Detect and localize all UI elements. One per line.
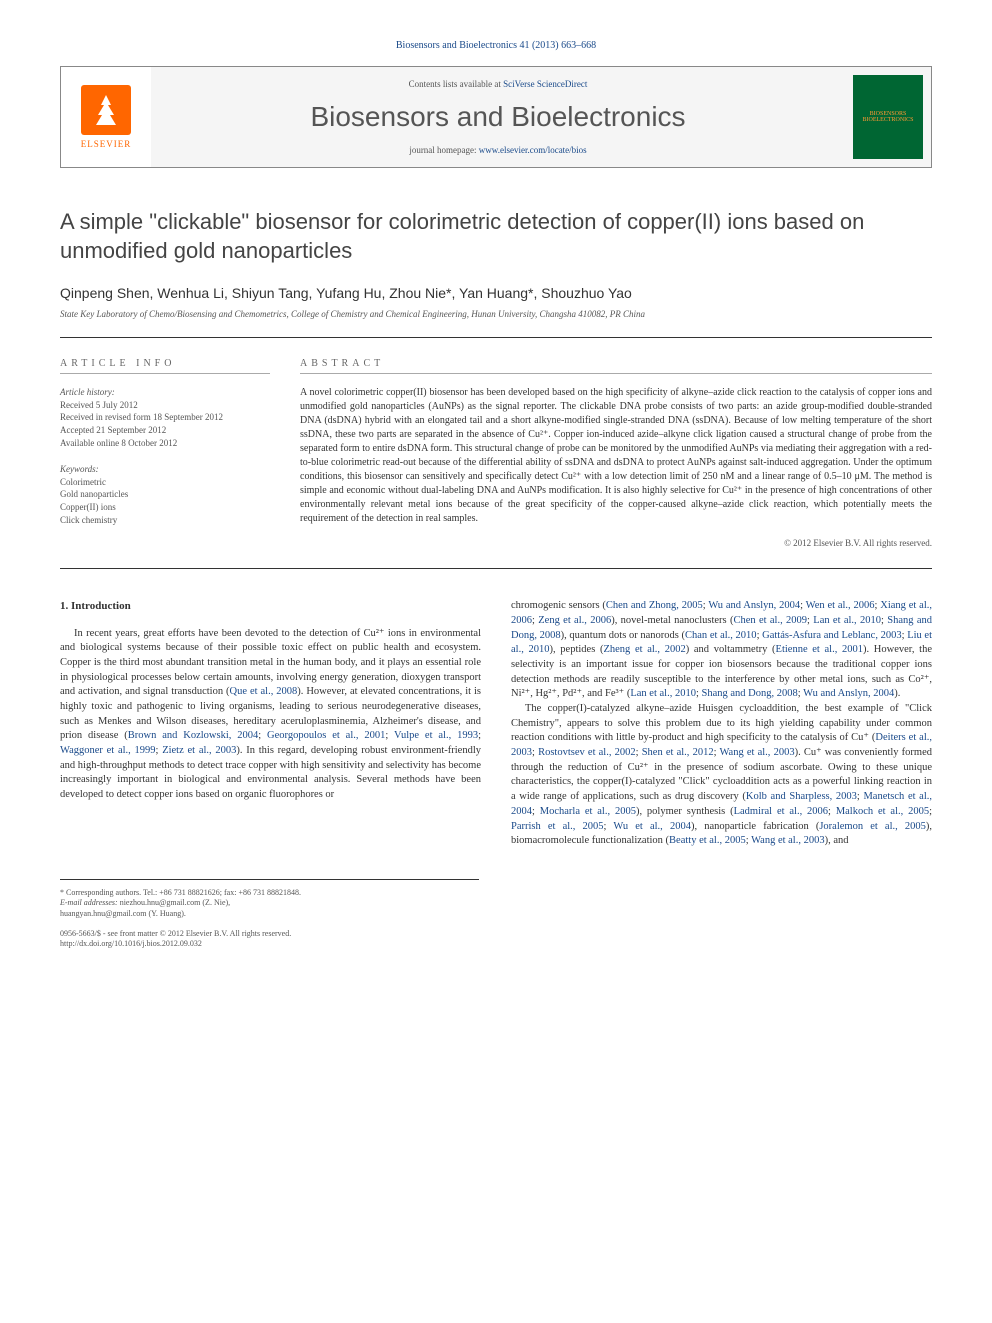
abstract-text: A novel colorimetric copper(II) biosenso… bbox=[300, 386, 932, 526]
body-right-p1: chromogenic sensors (Chen and Zhong, 200… bbox=[511, 599, 932, 702]
article-title: A simple "clickable" biosensor for color… bbox=[60, 208, 932, 265]
keyword-2: Gold nanoparticles bbox=[60, 489, 128, 499]
footnotes: * Corresponding authors. Tel.: +86 731 8… bbox=[60, 879, 479, 950]
body-column-left: 1. Introduction In recent years, great e… bbox=[60, 599, 481, 849]
ref-vulpe-1993[interactable]: Vulpe et al., 1993 bbox=[394, 730, 478, 741]
issn-line: 0956-5663/$ - see front matter © 2012 El… bbox=[60, 929, 479, 939]
ref-rostovtsev-2002[interactable]: Rostovtsev et al., 2002 bbox=[538, 747, 636, 758]
header-center: Contents lists available at SciVerse Sci… bbox=[151, 67, 845, 167]
ref-kolb-2003[interactable]: Kolb and Sharpless, 2003 bbox=[746, 791, 857, 802]
homepage-line: journal homepage: www.elsevier.com/locat… bbox=[163, 145, 833, 155]
ref-beatty-2005[interactable]: Beatty et al., 2005 bbox=[669, 835, 746, 846]
ref-zeng-2006[interactable]: Zeng et al., 2006 bbox=[538, 615, 611, 626]
email-1: niezhou.hnu@gmail.com (Z. Nie), bbox=[120, 898, 230, 907]
citation-text: Biosensors and Bioelectronics 41 (2013) … bbox=[396, 40, 596, 51]
doi-block: 0956-5663/$ - see front matter © 2012 El… bbox=[60, 929, 479, 950]
authors-line: Qinpeng Shen, Wenhua Li, Shiyun Tang, Yu… bbox=[60, 285, 932, 301]
article-info-column: article info Article history: Received 5… bbox=[60, 358, 270, 548]
abstract-column: abstract A novel colorimetric copper(II)… bbox=[300, 358, 932, 548]
contents-line: Contents lists available at SciVerse Sci… bbox=[163, 79, 833, 89]
doi-line: http://dx.doi.org/10.1016/j.bios.2012.09… bbox=[60, 939, 479, 949]
ref-wang-2003[interactable]: Wang et al., 2003 bbox=[719, 747, 794, 758]
article-history: Article history: Received 5 July 2012 Re… bbox=[60, 386, 270, 449]
ref-zheng-2002[interactable]: Zheng et al., 2002 bbox=[603, 644, 685, 655]
elsevier-tree-icon bbox=[81, 85, 131, 135]
info-abstract-row: article info Article history: Received 5… bbox=[60, 358, 932, 569]
article-info-label: article info bbox=[60, 358, 270, 374]
ref-brown-2004[interactable]: Brown and Kozlowski, 2004 bbox=[128, 730, 259, 741]
ref-parrish-2005[interactable]: Parrish et al., 2005 bbox=[511, 821, 604, 832]
ref-shang-dong-2008b[interactable]: Shang and Dong, 2008 bbox=[702, 688, 798, 699]
ref-wu-anslyn-2004b[interactable]: Wu and Anslyn, 2004 bbox=[803, 688, 894, 699]
sciencedirect-link[interactable]: SciVerse ScienceDirect bbox=[503, 79, 587, 89]
keyword-3: Copper(II) ions bbox=[60, 502, 116, 512]
journal-citation-line: Biosensors and Bioelectronics 41 (2013) … bbox=[60, 40, 932, 51]
ref-etienne-2001[interactable]: Etienne et al., 2001 bbox=[776, 644, 863, 655]
ref-wu-anslyn-2004[interactable]: Wu and Anslyn, 2004 bbox=[708, 600, 800, 611]
ref-gattas-2003[interactable]: Gattás-Asfura and Leblanc, 2003 bbox=[762, 630, 901, 641]
cover-label: BIOSENSORS BIOELECTRONICS bbox=[857, 111, 919, 123]
ref-wu-2004[interactable]: Wu et al., 2004 bbox=[613, 821, 691, 832]
elsevier-logo: ELSEVIER bbox=[61, 67, 151, 167]
history-label: Article history: bbox=[60, 387, 115, 397]
journal-header-box: ELSEVIER Contents lists available at Sci… bbox=[60, 66, 932, 168]
abstract-label: abstract bbox=[300, 358, 932, 374]
elsevier-label: ELSEVIER bbox=[81, 139, 132, 149]
ref-shen-2012[interactable]: Shen et al., 2012 bbox=[642, 747, 714, 758]
ref-lan-2010[interactable]: Lan et al., 2010 bbox=[813, 615, 881, 626]
ref-wen-2006[interactable]: Wen et al., 2006 bbox=[806, 600, 875, 611]
ref-chen-2009[interactable]: Chen et al., 2009 bbox=[733, 615, 807, 626]
contents-prefix: Contents lists available at bbox=[409, 79, 503, 89]
history-revised: Received in revised form 18 September 20… bbox=[60, 412, 223, 422]
corresponding-author-line: * Corresponding authors. Tel.: +86 731 8… bbox=[60, 888, 479, 898]
history-received: Received 5 July 2012 bbox=[60, 400, 138, 410]
email-line: E-mail addresses: niezhou.hnu@gmail.com … bbox=[60, 898, 479, 908]
ref-malkoch-2005[interactable]: Malkoch et al., 2005 bbox=[836, 806, 929, 817]
history-online: Available online 8 October 2012 bbox=[60, 438, 177, 448]
homepage-prefix: journal homepage: bbox=[409, 145, 478, 155]
ref-ladmiral-2006[interactable]: Ladmiral et al., 2006 bbox=[734, 806, 828, 817]
ref-mocharla-2005[interactable]: Mocharla et al., 2005 bbox=[540, 806, 636, 817]
body-columns: 1. Introduction In recent years, great e… bbox=[60, 599, 932, 849]
journal-title: Biosensors and Bioelectronics bbox=[163, 101, 833, 133]
keyword-4: Click chemistry bbox=[60, 515, 117, 525]
keywords-label: Keywords: bbox=[60, 464, 99, 474]
ref-chen-zhong-2005[interactable]: Chen and Zhong, 2005 bbox=[606, 600, 703, 611]
keyword-1: Colorimetric bbox=[60, 477, 106, 487]
body-column-right: chromogenic sensors (Chen and Zhong, 200… bbox=[511, 599, 932, 849]
ref-zietz-2003[interactable]: Zietz et al., 2003 bbox=[162, 745, 236, 756]
intro-paragraph-1: In recent years, great efforts have been… bbox=[60, 627, 481, 803]
ref-chan-2010[interactable]: Chan et al., 2010 bbox=[685, 630, 757, 641]
history-accepted: Accepted 21 September 2012 bbox=[60, 425, 166, 435]
ref-que-2008[interactable]: Que et al., 2008 bbox=[230, 686, 298, 697]
homepage-link[interactable]: www.elsevier.com/locate/bios bbox=[479, 145, 587, 155]
ref-waggoner-1999[interactable]: Waggoner et al., 1999 bbox=[60, 745, 156, 756]
journal-cover-thumb: BIOSENSORS BIOELECTRONICS bbox=[853, 75, 923, 159]
tree-icon bbox=[86, 90, 126, 130]
email-2: huangyan.hnu@gmail.com (Y. Huang). bbox=[60, 909, 479, 919]
ref-joralemon-2005[interactable]: Joralemon et al., 2005 bbox=[819, 821, 926, 832]
keywords-block: Keywords: Colorimetric Gold nanoparticle… bbox=[60, 463, 270, 526]
ref-lan-2010b[interactable]: Lan et al., 2010 bbox=[630, 688, 696, 699]
abstract-copyright: © 2012 Elsevier B.V. All rights reserved… bbox=[300, 538, 932, 548]
email-label: E-mail addresses: bbox=[60, 898, 120, 907]
ref-wang-2003b[interactable]: Wang et al., 2003 bbox=[751, 835, 825, 846]
ref-georgopoulos-2001[interactable]: Georgopoulos et al., 2001 bbox=[267, 730, 385, 741]
affiliation: State Key Laboratory of Chemo/Biosensing… bbox=[60, 309, 932, 338]
intro-heading: 1. Introduction bbox=[60, 599, 481, 614]
body-right-p2: The copper(I)-catalyzed alkyne–azide Hui… bbox=[511, 702, 932, 849]
